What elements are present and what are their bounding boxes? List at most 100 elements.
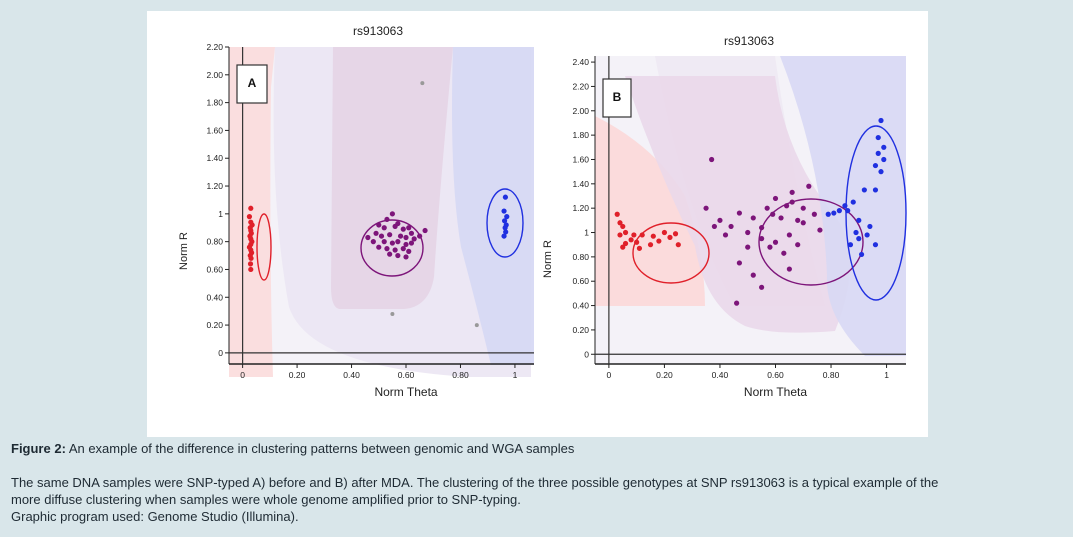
data-point	[728, 224, 733, 229]
data-point	[856, 218, 861, 223]
data-point	[503, 195, 508, 200]
data-point	[878, 118, 883, 123]
data-point	[667, 235, 672, 240]
data-point	[770, 212, 775, 217]
x-tick-label: 0.20	[289, 370, 306, 380]
y-tick-label: 1.20	[206, 181, 223, 191]
data-point	[773, 240, 778, 245]
data-point	[401, 246, 406, 251]
figure-caption-title: Figure 2: An example of the difference i…	[11, 440, 574, 457]
data-point	[853, 230, 858, 235]
y-tick-label: 0.80	[572, 252, 589, 262]
caption-line-2: more diffuse clustering when samples wer…	[11, 491, 521, 508]
data-point	[387, 232, 392, 237]
y-tick-label: 1.40	[572, 179, 589, 189]
data-point	[248, 206, 253, 211]
genotype-cluster-plots: 0 0.20 0.40 0.60 0.80 1 1.20 1.40 1.60 1.80 2.00 2.…	[147, 11, 928, 437]
data-point	[778, 215, 783, 220]
data-point	[401, 227, 406, 232]
data-point	[806, 184, 811, 189]
data-point	[751, 215, 756, 220]
data-point	[384, 246, 389, 251]
data-point	[387, 252, 392, 257]
data-point	[745, 230, 750, 235]
y-axis-label: Norm R	[542, 240, 554, 278]
data-point	[417, 233, 422, 238]
panel-label-A: A	[248, 76, 257, 90]
x-tick-label: 0.40	[343, 370, 360, 380]
data-point	[501, 208, 506, 213]
data-point	[248, 256, 253, 261]
data-point	[845, 208, 850, 213]
data-point	[873, 242, 878, 247]
data-point	[865, 232, 870, 237]
data-point	[737, 210, 742, 215]
y-tick-label: 1.80	[206, 98, 223, 108]
data-point	[382, 239, 387, 244]
y-tick-label: 1	[584, 228, 589, 238]
y-tick-label: 0.80	[206, 237, 223, 247]
data-point	[812, 212, 817, 217]
data-point	[676, 242, 681, 247]
data-point	[787, 266, 792, 271]
data-point	[637, 246, 642, 251]
data-point	[673, 231, 678, 236]
y-tick-label: 1.40	[206, 153, 223, 163]
y-tick-label: 2.00	[572, 106, 589, 116]
data-point	[873, 187, 878, 192]
x-tick-label: 0.20	[656, 370, 673, 380]
data-point	[406, 249, 411, 254]
data-point	[390, 211, 395, 216]
data-point	[703, 206, 708, 211]
data-point	[640, 232, 645, 237]
data-point	[790, 199, 795, 204]
data-point	[390, 312, 394, 316]
x-tick-label: 0.60	[398, 370, 415, 380]
y-tick-label: 2.00	[206, 70, 223, 80]
x-tick-label: 0	[240, 370, 245, 380]
y-tick-label: 1	[218, 209, 223, 219]
figure-image: 0 0.20 0.40 0.60 0.80 1 1.20 1.40 1.60 1.80 2.00 2.…	[147, 11, 928, 437]
data-point	[734, 301, 739, 306]
data-point	[365, 235, 370, 240]
data-point	[395, 239, 400, 244]
y-tick-label: 0	[584, 349, 589, 359]
data-point	[745, 245, 750, 250]
panel-B: 00.200.400.600.8011.201.401.601.802.002.…	[572, 56, 906, 380]
data-point	[620, 224, 625, 229]
y-tick-label: 2.40	[572, 57, 589, 67]
data-point	[662, 230, 667, 235]
y-tick-label: 0.20	[206, 320, 223, 330]
data-point	[409, 231, 414, 236]
panel-A: 0 0.20 0.40 0.60 0.80 1 1.20 1.40 1.60 1.80 2.00 2.…	[206, 42, 534, 380]
data-point	[501, 233, 506, 238]
data-point	[784, 203, 789, 208]
data-point	[248, 261, 253, 266]
data-point	[881, 145, 886, 150]
data-point	[656, 238, 661, 243]
x-axis-label: Norm Theta	[374, 385, 437, 399]
data-point	[628, 237, 633, 242]
data-point	[795, 218, 800, 223]
data-point	[623, 230, 628, 235]
panel-label-B: B	[613, 90, 622, 104]
data-point	[634, 240, 639, 245]
data-point	[765, 206, 770, 211]
data-point	[422, 228, 427, 233]
data-point	[759, 285, 764, 290]
y-tick-label: 0.20	[572, 325, 589, 335]
data-point	[631, 232, 636, 237]
y-tick-label: 1.20	[572, 203, 589, 213]
data-point	[382, 225, 387, 230]
data-point	[398, 233, 403, 238]
data-point	[373, 231, 378, 236]
data-point	[376, 245, 381, 250]
data-point	[851, 199, 856, 204]
data-point	[848, 242, 853, 247]
figure-title: An example of the difference in clusteri…	[69, 441, 575, 456]
y-tick-label: 1.60	[572, 154, 589, 164]
data-point	[393, 224, 398, 229]
x-tick-label: 0.80	[823, 370, 840, 380]
data-point	[837, 208, 842, 213]
data-point	[876, 135, 881, 140]
